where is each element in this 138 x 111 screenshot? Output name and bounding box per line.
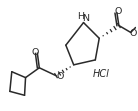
Text: O: O <box>114 7 122 16</box>
Text: HCl: HCl <box>93 69 110 79</box>
Text: H: H <box>77 12 84 21</box>
Text: O: O <box>130 29 137 38</box>
Text: O: O <box>57 72 64 81</box>
Text: O: O <box>32 48 39 57</box>
Text: N: N <box>82 14 89 23</box>
